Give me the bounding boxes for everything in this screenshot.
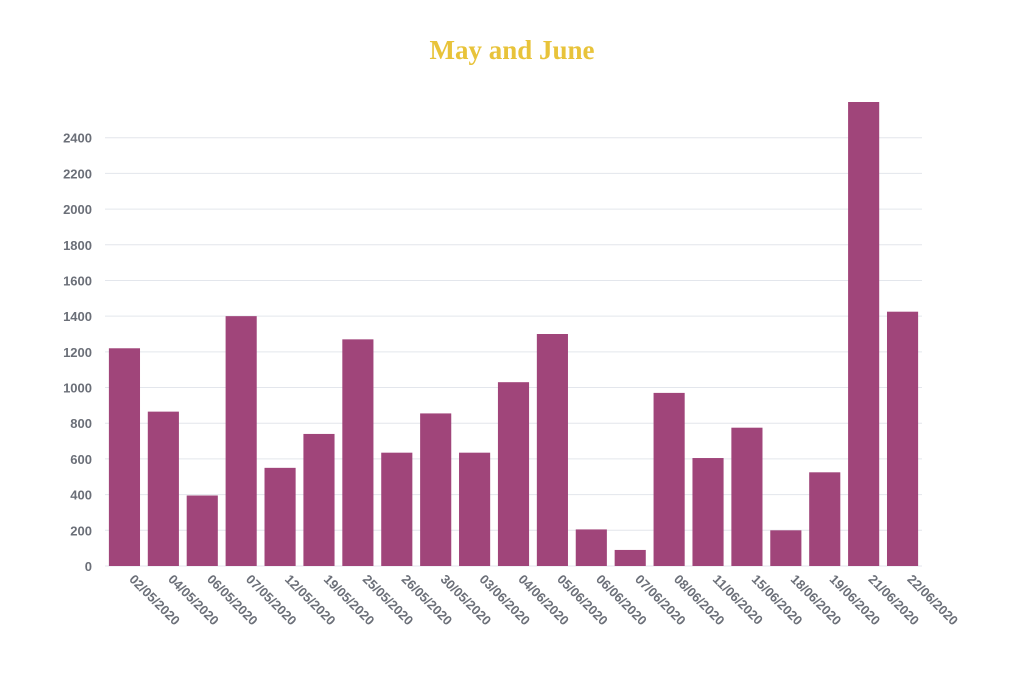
bar xyxy=(459,452,491,566)
y-tick-label: 1000 xyxy=(63,381,92,396)
bar xyxy=(536,334,568,566)
bar xyxy=(770,530,802,566)
y-tick-label: 0 xyxy=(85,559,92,574)
bar xyxy=(497,382,530,566)
bar xyxy=(731,427,763,566)
y-tick-label: 1800 xyxy=(63,238,92,253)
bar xyxy=(147,411,179,566)
y-axis-ticks: 0 200 400 600 800 1000 1200 1400 1600 1800 2000 220… xyxy=(63,131,92,574)
chart-title: May and June xyxy=(429,35,594,65)
y-tick-label: 200 xyxy=(70,523,92,538)
bar xyxy=(653,392,685,566)
y-tick-label: 2400 xyxy=(63,131,92,146)
bar xyxy=(303,433,335,566)
bar xyxy=(264,467,296,566)
x-axis-ticks: 02/05/202004/05/202006/05/202007/05/2020… xyxy=(126,572,961,629)
bar xyxy=(692,458,724,566)
bar xyxy=(420,413,452,566)
bar xyxy=(848,102,880,566)
bar xyxy=(225,316,257,566)
bar xyxy=(614,549,646,566)
bar xyxy=(381,452,413,566)
y-tick-label: 1200 xyxy=(63,345,92,360)
bar xyxy=(186,495,218,566)
y-tick-label: 2000 xyxy=(63,202,92,217)
bars xyxy=(108,102,919,566)
y-tick-label: 600 xyxy=(70,452,92,467)
y-tick-label: 400 xyxy=(70,488,92,503)
y-tick-label: 1400 xyxy=(63,309,92,324)
y-tick-label: 1600 xyxy=(63,273,92,288)
bar xyxy=(809,472,841,566)
y-tick-label: 800 xyxy=(70,416,92,431)
bar xyxy=(342,339,374,566)
bar xyxy=(886,311,919,566)
bar xyxy=(108,348,141,566)
y-tick-label: 2200 xyxy=(63,166,92,181)
bar xyxy=(575,529,607,566)
